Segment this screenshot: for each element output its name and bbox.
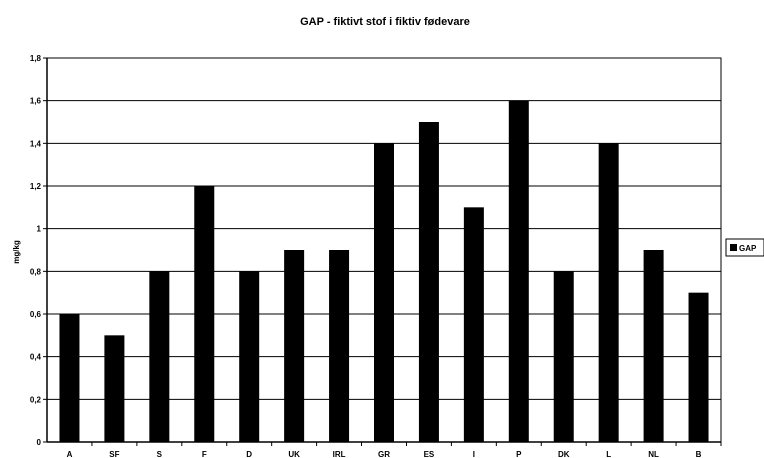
bar-gr xyxy=(374,143,394,443)
y-tick-label: 1,8 xyxy=(30,54,42,63)
x-tick-labels: A SF S F D UK IRL GR ES I P DK L NL B xyxy=(67,442,722,458)
bars xyxy=(59,100,709,443)
bar-l xyxy=(598,143,619,443)
x-tick-label: F xyxy=(202,450,207,458)
bar-uk xyxy=(284,250,305,442)
y-tick-labels: 0 0,2 0,4 0,6 0,8 1 1,2 1,4 1,6 1,8 xyxy=(30,54,42,447)
legend-frame xyxy=(725,238,764,257)
bar-s xyxy=(149,271,170,442)
x-tick-label: DK xyxy=(558,450,570,458)
x-tick-label: S xyxy=(157,450,163,458)
bar-irl xyxy=(329,250,350,442)
x-tick-label: I xyxy=(473,450,475,458)
x-tick-label: IRL xyxy=(333,450,346,458)
x-tick-label: A xyxy=(67,450,73,458)
x-tick-label: UK xyxy=(288,450,300,458)
x-tick-label: L xyxy=(606,450,611,458)
x-tick-label: D xyxy=(246,450,252,458)
y-tick-label: 0,8 xyxy=(30,267,42,276)
x-tick-label: B xyxy=(696,450,702,458)
bar-i xyxy=(463,207,484,442)
y-tick-label: 1,4 xyxy=(30,139,42,148)
axes xyxy=(46,57,722,443)
y-tick-label: 0,6 xyxy=(30,310,42,319)
bar-f xyxy=(194,186,215,442)
x-tick-label: P xyxy=(516,450,522,458)
y-tick-label: 1 xyxy=(37,225,42,234)
legend-label: GAP xyxy=(739,244,757,253)
bar-p xyxy=(508,100,529,443)
y-tick-label: 1,2 xyxy=(30,182,42,191)
chart-title: GAP - fiktivt stof i fiktiv fødevare xyxy=(300,16,470,28)
x-tick-label: NL xyxy=(648,450,659,458)
legend-swatch xyxy=(730,244,737,251)
bar-es xyxy=(418,122,439,442)
y-tick-label: 0,2 xyxy=(30,395,42,404)
y-tick-label: 1,6 xyxy=(30,97,42,106)
y-tick-label: 0,4 xyxy=(30,353,42,362)
bar-a xyxy=(59,314,80,442)
bar-d xyxy=(239,271,260,442)
bar-sf xyxy=(104,335,125,442)
legend: GAP xyxy=(725,238,764,257)
x-tick-label: GR xyxy=(378,450,390,458)
y-tick-label: 0 xyxy=(37,438,42,447)
y-axis-label: mg/kg xyxy=(12,240,21,264)
x-tick-label: ES xyxy=(424,450,435,458)
bar-nl xyxy=(643,250,664,442)
bar-b xyxy=(688,292,709,442)
bar-dk xyxy=(553,271,574,442)
x-tick-label: SF xyxy=(109,450,119,458)
